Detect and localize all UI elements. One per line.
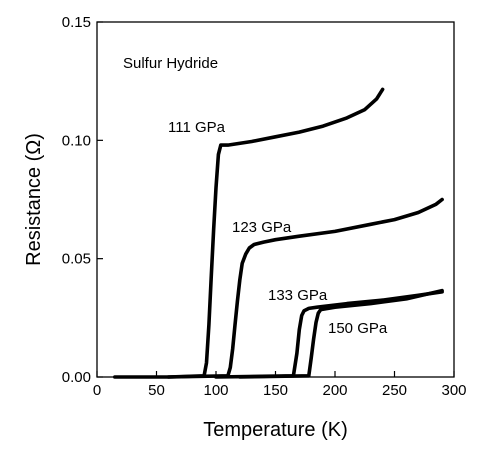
x-tick-label: 0 [93,382,101,399]
y-tick-label: 0.10 [62,132,91,149]
series-label: 111 GPa [168,119,226,136]
y-tick-label: 0.15 [62,14,91,31]
x-tick-label: 100 [203,382,228,399]
series-label: 133 GPa [268,287,328,304]
series-label: 150 GPa [328,320,388,337]
x-tick-label: 200 [322,382,347,399]
y-tick-label: 0.05 [62,251,91,268]
series-label: 123 GPa [232,219,292,236]
x-tick-label: 150 [263,382,288,399]
series-line-111-gpa [113,87,385,379]
y-axis-title: Resistance (Ω) [23,133,45,266]
series-line-123-gpa [166,197,444,379]
y-tick-label: 0.00 [62,369,91,386]
plot-frame [96,21,455,378]
x-axis-title: Temperature (K) [203,419,348,441]
series-line-133-gpa [214,290,444,379]
series-line-150-gpa [238,288,444,379]
sample-annotation: Sulfur Hydride [123,55,218,72]
x-tick-label: 300 [441,382,466,399]
tick-layer: 0 50 100 150 200 250 300 0.00 0.05 0.10 0.15 [62,14,467,399]
x-tick-label: 250 [382,382,407,399]
x-tick-label: 50 [148,382,165,399]
series-layer [113,87,444,379]
